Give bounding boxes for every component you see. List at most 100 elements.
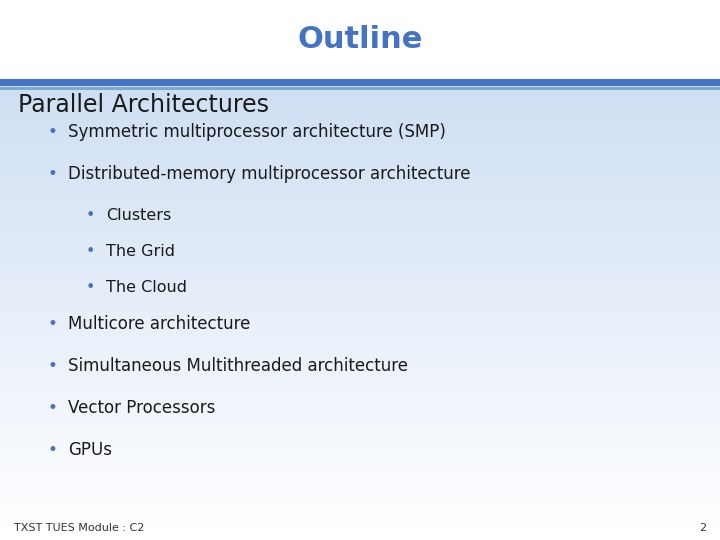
Bar (0, 22, 720, 24)
Bar (0, 113, 720, 116)
Bar (0, 211, 720, 213)
Bar (0, 302, 720, 305)
Bar (0, 79, 720, 86)
Bar (0, 397, 720, 400)
Bar (0, 332, 720, 335)
Bar (0, 197, 720, 200)
Bar (0, 256, 720, 259)
Bar (0, 273, 720, 275)
Bar (0, 491, 720, 494)
Bar (0, 221, 720, 224)
Bar (0, 381, 720, 383)
Bar (0, 267, 720, 270)
Bar (0, 343, 720, 346)
Bar (0, 386, 720, 389)
Bar (0, 375, 720, 378)
Bar (0, 470, 720, 472)
Bar (0, 389, 720, 392)
Bar (0, 0, 720, 80)
Text: Distributed-memory multiprocessor architecture: Distributed-memory multiprocessor archit… (68, 165, 470, 183)
Text: Outline: Outline (297, 25, 423, 55)
Bar (0, 59, 720, 62)
Bar (0, 529, 720, 532)
Bar (0, 138, 720, 140)
Bar (0, 265, 720, 267)
Bar (0, 84, 720, 86)
Bar (0, 418, 720, 421)
Bar (0, 178, 720, 181)
Bar (0, 329, 720, 332)
Bar (0, 408, 720, 410)
Bar (0, 354, 720, 356)
Bar (0, 32, 720, 35)
Bar (0, 54, 720, 57)
Bar (0, 92, 720, 94)
Bar (0, 367, 720, 370)
Text: •: • (47, 399, 57, 417)
Bar (0, 454, 720, 456)
Bar (0, 459, 720, 462)
Bar (0, 262, 720, 265)
Bar (0, 324, 720, 327)
Bar (0, 535, 720, 537)
Bar (0, 170, 720, 173)
Bar (0, 146, 720, 148)
Bar (0, 383, 720, 386)
Bar (0, 124, 720, 127)
Bar (0, 373, 720, 375)
Bar (0, 510, 720, 513)
Bar (0, 176, 720, 178)
Bar (0, 278, 720, 281)
Bar (0, 148, 720, 151)
Bar (0, 413, 720, 416)
Text: GPUs: GPUs (68, 441, 112, 459)
Bar (0, 446, 720, 448)
Bar (0, 184, 720, 186)
Bar (0, 270, 720, 273)
Bar (0, 89, 720, 92)
Bar (0, 489, 720, 491)
Bar (0, 94, 720, 97)
Bar (0, 248, 720, 251)
Bar (0, 251, 720, 254)
Bar (0, 294, 720, 297)
Bar (0, 462, 720, 464)
Bar (0, 518, 720, 521)
Bar (0, 165, 720, 167)
Bar (0, 119, 720, 122)
Text: •: • (47, 357, 57, 375)
Bar (0, 481, 720, 483)
Bar (0, 140, 720, 143)
Bar (0, 111, 720, 113)
Bar (0, 27, 720, 30)
Bar (0, 516, 720, 518)
Bar (0, 38, 720, 40)
Bar (0, 286, 720, 289)
Bar (0, 49, 720, 51)
Bar (0, 451, 720, 454)
Bar (0, 313, 720, 316)
Bar (0, 240, 720, 243)
Bar (0, 400, 720, 402)
Bar (0, 213, 720, 216)
Bar (0, 143, 720, 146)
Bar (0, 456, 720, 459)
Bar (0, 73, 720, 76)
Bar (0, 24, 720, 27)
Bar (0, 189, 720, 192)
Text: Clusters: Clusters (106, 208, 171, 224)
Bar (0, 338, 720, 340)
Bar (0, 308, 720, 310)
Bar (0, 35, 720, 38)
Bar (0, 472, 720, 475)
Bar (0, 194, 720, 197)
Bar (0, 132, 720, 135)
Text: The Grid: The Grid (106, 245, 175, 260)
Bar (0, 0, 720, 3)
Bar (0, 392, 720, 394)
Bar (0, 284, 720, 286)
Bar (0, 478, 720, 481)
Bar (0, 235, 720, 238)
Bar (0, 186, 720, 189)
Bar (0, 151, 720, 154)
